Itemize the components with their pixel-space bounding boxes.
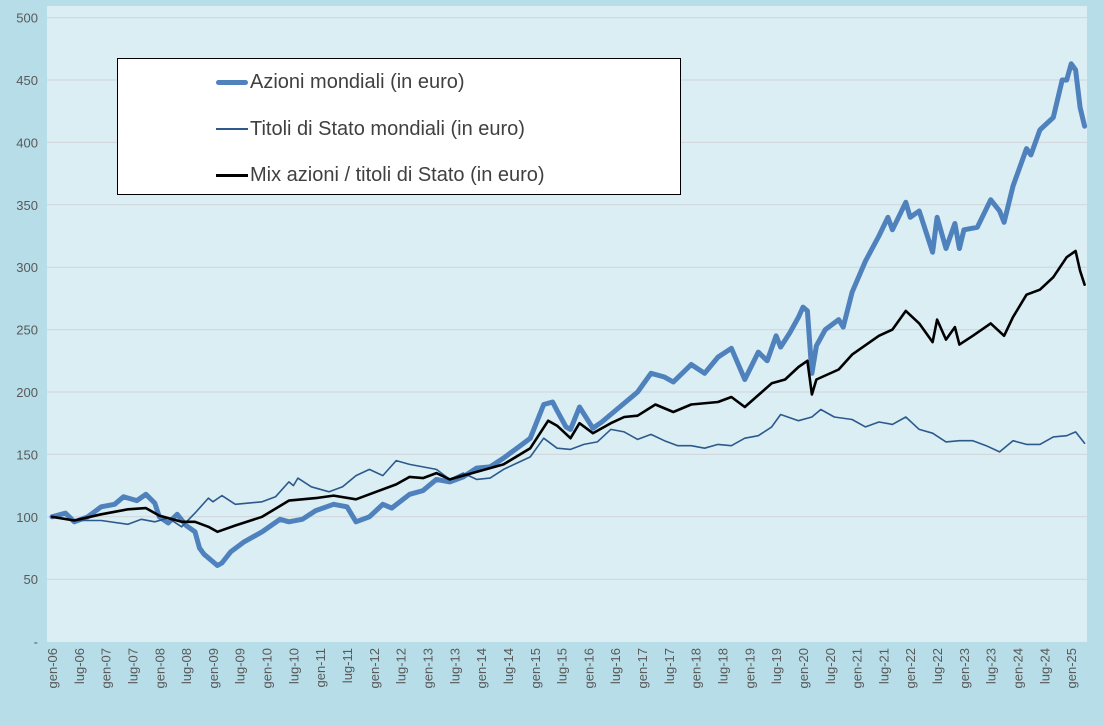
- y-tick-label: -: [34, 635, 38, 650]
- series-titoli-line: [51, 408, 1086, 528]
- x-tick-label: gen-11: [313, 648, 328, 688]
- y-tick-label: 300: [16, 260, 38, 275]
- x-tick-label: lug-09: [233, 648, 248, 684]
- x-tick-label: gen-20: [796, 648, 811, 688]
- legend-label: Mix azioni / titoli di Stato (in euro): [250, 163, 545, 186]
- legend-item-titoli: Titoli di Stato mondiali (in euro): [216, 114, 525, 144]
- x-tick-label: lug-21: [876, 648, 891, 684]
- x-tick-label: gen-07: [99, 648, 114, 688]
- x-tick-label: lug-10: [286, 648, 301, 684]
- x-tick-label: lug-13: [447, 648, 462, 684]
- x-tick-label: gen-16: [581, 648, 596, 688]
- x-tick-label: gen-09: [206, 648, 221, 688]
- legend-swatch-mix: [216, 173, 248, 177]
- x-tick-label: gen-19: [742, 648, 757, 688]
- x-tick-label: lug-06: [72, 648, 87, 684]
- y-tick-label: 150: [16, 447, 38, 462]
- y-tick-label: 50: [24, 572, 38, 587]
- x-tick-label: lug-16: [608, 648, 623, 684]
- x-tick-label: gen-18: [689, 648, 704, 688]
- x-tick-label: lug-12: [394, 648, 409, 684]
- x-tick-label: gen-08: [152, 648, 167, 688]
- legend-label: Azioni mondiali (in euro): [250, 70, 465, 93]
- x-tick-label: gen-13: [420, 648, 435, 688]
- x-tick-label: gen-10: [260, 648, 275, 688]
- x-tick-label: lug-11: [340, 648, 355, 683]
- x-tick-label: gen-23: [957, 648, 972, 688]
- legend: Azioni mondiali (in euro) Titoli di Stat…: [117, 58, 681, 195]
- x-tick-label: lug-17: [662, 648, 677, 684]
- y-tick-label: 500: [16, 11, 38, 26]
- x-tick-label: gen-14: [474, 648, 489, 688]
- x-tick-label: gen-12: [367, 648, 382, 688]
- x-tick-label: lug-20: [823, 648, 838, 684]
- x-tick-label: gen-25: [1064, 648, 1079, 688]
- x-tick-label: gen-17: [635, 648, 650, 688]
- x-tick-label: lug-14: [501, 648, 516, 684]
- x-tick-label: lug-07: [125, 648, 140, 684]
- y-tick-label: 200: [16, 385, 38, 400]
- x-tick-label: lug-22: [930, 648, 945, 684]
- x-tick-label: gen-22: [903, 648, 918, 688]
- y-tick-label: 400: [16, 135, 38, 150]
- y-tick-label: 250: [16, 323, 38, 338]
- legend-swatch-azioni: [216, 79, 248, 85]
- y-tick-label: 100: [16, 510, 38, 525]
- x-tick-label: lug-08: [179, 648, 194, 684]
- series-azioni-line: [49, 61, 1088, 568]
- x-tick-label: gen-24: [1011, 648, 1026, 688]
- x-tick-label: lug-24: [1037, 648, 1052, 684]
- legend-item-mix: Mix azioni / titoli di Stato (in euro): [216, 160, 545, 190]
- x-tick-label: lug-19: [769, 648, 784, 684]
- y-tick-label: 450: [16, 73, 38, 88]
- x-tick-label: gen-06: [45, 648, 60, 688]
- legend-swatch-titoli: [216, 128, 248, 130]
- legend-label: Titoli di Stato mondiali (in euro): [250, 117, 525, 140]
- y-tick-label: 350: [16, 198, 38, 213]
- x-tick-label: gen-21: [850, 648, 865, 688]
- x-tick-label: gen-15: [528, 648, 543, 688]
- x-tick-label: lug-18: [716, 648, 731, 684]
- x-tick-label: lug-23: [984, 648, 999, 684]
- legend-item-azioni: Azioni mondiali (in euro): [216, 67, 465, 97]
- series-mix-line: [50, 249, 1086, 534]
- x-tick-label: lug-15: [555, 648, 570, 684]
